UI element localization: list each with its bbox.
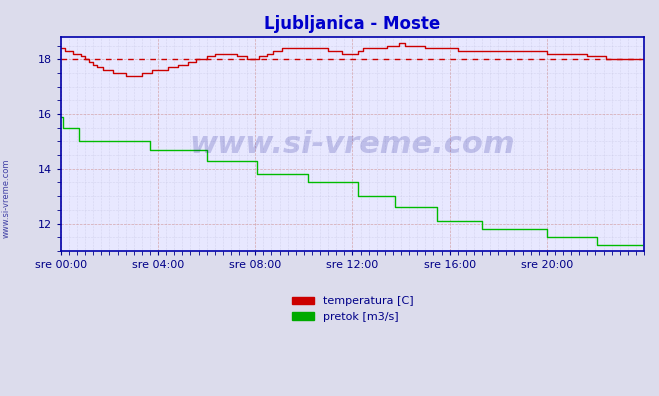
- Text: www.si-vreme.com: www.si-vreme.com: [190, 129, 515, 159]
- Title: Ljubljanica - Moste: Ljubljanica - Moste: [264, 15, 440, 33]
- Text: www.si-vreme.com: www.si-vreme.com: [2, 158, 11, 238]
- Legend: temperatura [C], pretok [m3/s]: temperatura [C], pretok [m3/s]: [287, 292, 418, 326]
